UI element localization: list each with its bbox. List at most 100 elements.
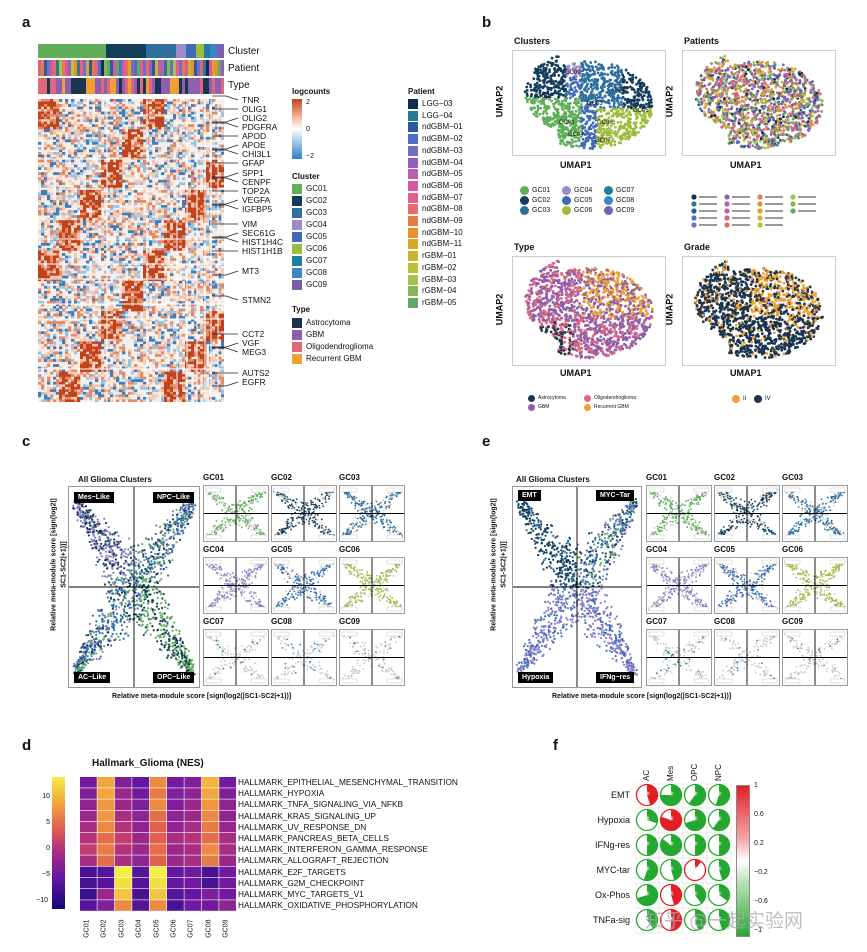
heatmap-cell (128, 154, 132, 158)
heatmap-cell (113, 177, 117, 181)
heatmap-cell (140, 202, 144, 206)
heatmap-cell (152, 230, 156, 234)
heatmap-cell (107, 348, 111, 352)
heatmap-cell (65, 384, 69, 388)
heatmap-cell (80, 227, 84, 231)
heatmap-cell (71, 210, 75, 213)
heatmap-cell (41, 202, 45, 206)
heatmap-cell (218, 116, 222, 120)
track-patient-seg (122, 60, 125, 76)
heatmap-cell (155, 308, 159, 312)
heatmap-cell (155, 278, 159, 282)
track-patient-seg (155, 60, 158, 76)
heatmap-cell (65, 270, 69, 274)
heatmap-cell (143, 258, 147, 261)
heatmap-cell (56, 134, 60, 138)
heatmap-cell (191, 250, 195, 254)
heatmap-cell (155, 361, 159, 365)
track-patient-seg (92, 60, 95, 76)
heatmap-cell (182, 245, 186, 249)
heatmap-cell (152, 270, 156, 274)
heatmap-cell (119, 348, 123, 352)
heatmap-cell (110, 386, 114, 390)
heatmap-cell (137, 273, 141, 277)
heatmap-cell (215, 141, 219, 145)
heatmap-cell (200, 351, 204, 355)
heatmap-cell (68, 371, 72, 375)
heatmap-cell (77, 139, 81, 143)
heatmap-cell (179, 124, 183, 128)
heatmap-cell (113, 308, 117, 312)
heatmap-cell (68, 321, 72, 325)
heatmap-cell (89, 354, 93, 357)
gene-leader-line (212, 232, 239, 238)
heatmap-cell (53, 275, 57, 279)
heatmap-cell (194, 232, 198, 236)
heatmap-cell (107, 149, 111, 153)
heatmap-cell (110, 303, 114, 307)
heatmap-cell (56, 177, 60, 181)
heatmap-cell (89, 321, 93, 325)
track-type-seg (203, 78, 206, 94)
heatmap-cell (71, 308, 75, 312)
heatmap-cell (53, 381, 57, 385)
heatmap-cell (50, 146, 54, 150)
heatmap-cell (122, 131, 126, 135)
heatmap-cell (116, 149, 120, 153)
heatmap-cell (74, 152, 78, 155)
track-type-seg (158, 78, 161, 94)
heatmap-cell (131, 301, 135, 304)
heatmap-cell (158, 247, 162, 251)
heatmap-cell (179, 354, 183, 357)
heatmap-cell (95, 215, 99, 218)
heatmap-cell (197, 172, 201, 176)
heatmap-cell (188, 194, 192, 198)
heatmap-cell (125, 328, 129, 332)
heatmap-cell (161, 205, 165, 208)
heatmap-cell (125, 136, 129, 140)
heatmap-cell (215, 177, 219, 181)
heatmap-cell (215, 104, 219, 107)
heatmap-cell (98, 293, 102, 297)
heatmap-cell (197, 205, 201, 208)
heatmap-cell (95, 283, 99, 287)
heatmap-cell (44, 129, 48, 133)
heatmap-cell (41, 189, 45, 193)
track-patient-seg (134, 60, 137, 76)
heatmap-cell (134, 308, 138, 312)
heatmap-cell (164, 263, 168, 266)
heatmap-cell (95, 104, 99, 107)
heatmap-cell (74, 242, 78, 246)
heatmap-cell (110, 364, 114, 367)
heatmap-cell (65, 200, 69, 203)
track-patient-seg (197, 60, 200, 76)
heatmap-cell (194, 212, 198, 216)
heatmap-cell (191, 136, 195, 140)
heatmap-cell (62, 136, 66, 140)
track-type-seg (116, 78, 119, 94)
heatmap-cell (158, 116, 162, 120)
heatmap-cell (107, 323, 111, 327)
heatmap-cell (53, 245, 57, 249)
heatmap-cell (191, 159, 195, 163)
heatmap-cell (101, 328, 105, 332)
heatmap-cell (92, 141, 96, 145)
heatmap-cell (47, 99, 51, 102)
heatmap-cell (137, 359, 141, 362)
heatmap-cell (41, 263, 45, 266)
heatmap-cell (56, 184, 60, 188)
heatmap-cell (71, 361, 75, 365)
heatmap-cell (86, 311, 90, 314)
heatmap-cell (89, 369, 93, 372)
heatmap-cell (38, 194, 42, 198)
heatmap-cell (44, 141, 48, 145)
heatmap-cell (188, 184, 192, 188)
heatmap-cell (155, 235, 159, 239)
heatmap-cell (122, 179, 126, 183)
gene-leader-line (212, 342, 239, 348)
heatmap-cell (197, 179, 201, 183)
heatmap-cell (62, 253, 66, 256)
heatmap-cell (170, 245, 174, 249)
heatmap-cell (77, 313, 81, 317)
heatmap-cell (86, 288, 90, 292)
